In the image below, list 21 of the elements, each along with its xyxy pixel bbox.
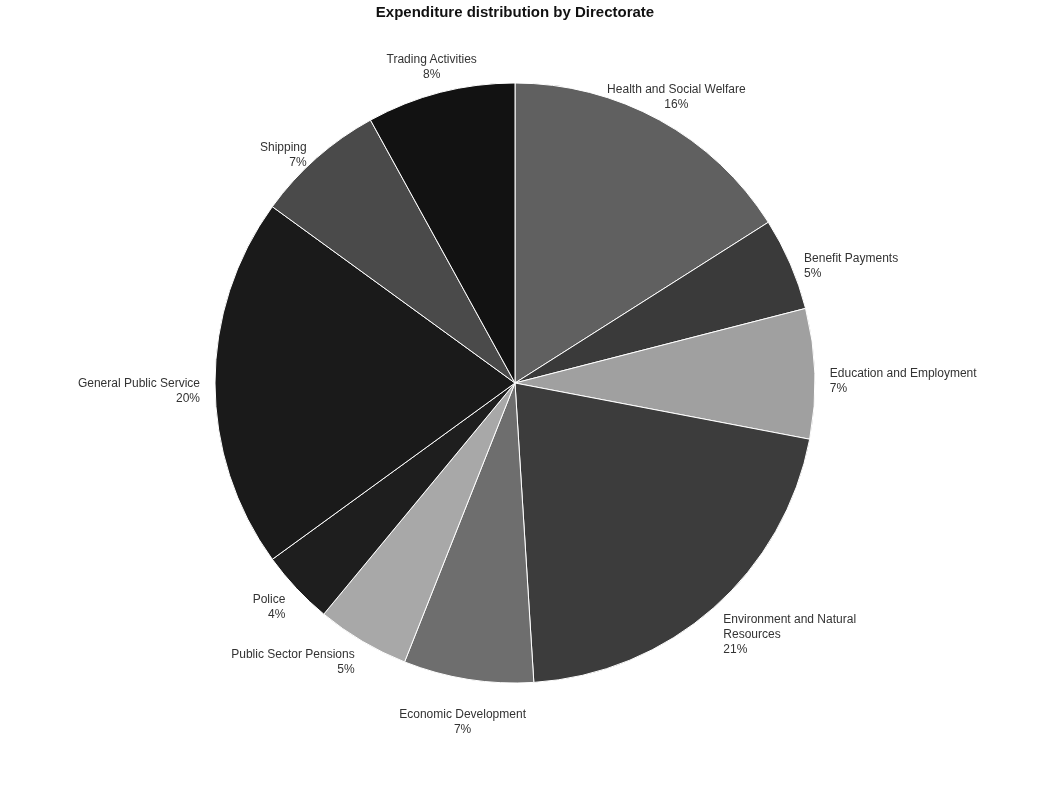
data-label: 4% xyxy=(268,606,286,621)
data-label: 7% xyxy=(289,154,308,169)
slice-label: Trading Activities xyxy=(386,51,477,66)
data-label: 8% xyxy=(423,66,441,81)
data-label: 5% xyxy=(804,265,822,280)
slice-label: Education and Employment xyxy=(829,366,978,381)
slice-label: Police xyxy=(252,591,286,606)
slice-label: Benefit Payments xyxy=(804,250,899,265)
slice-label: Economic Development xyxy=(399,706,527,721)
slice-label: Shipping xyxy=(259,139,307,154)
slice-label: Public Sector Pensions xyxy=(231,647,355,662)
data-label: 20% xyxy=(175,391,201,405)
data-label: 21% xyxy=(723,642,748,657)
data-label: 7% xyxy=(829,381,848,396)
slice-label: General Public Service xyxy=(77,376,201,390)
slice-label: Health and Social Welfare xyxy=(607,82,746,97)
data-label: 16% xyxy=(664,97,689,112)
data-label: 5% xyxy=(337,662,355,677)
chart-title: Expenditure distribution by Directorate xyxy=(375,3,655,20)
slice-label: Environment and Natural Resources xyxy=(723,612,857,642)
data-label: 7% xyxy=(453,721,472,736)
